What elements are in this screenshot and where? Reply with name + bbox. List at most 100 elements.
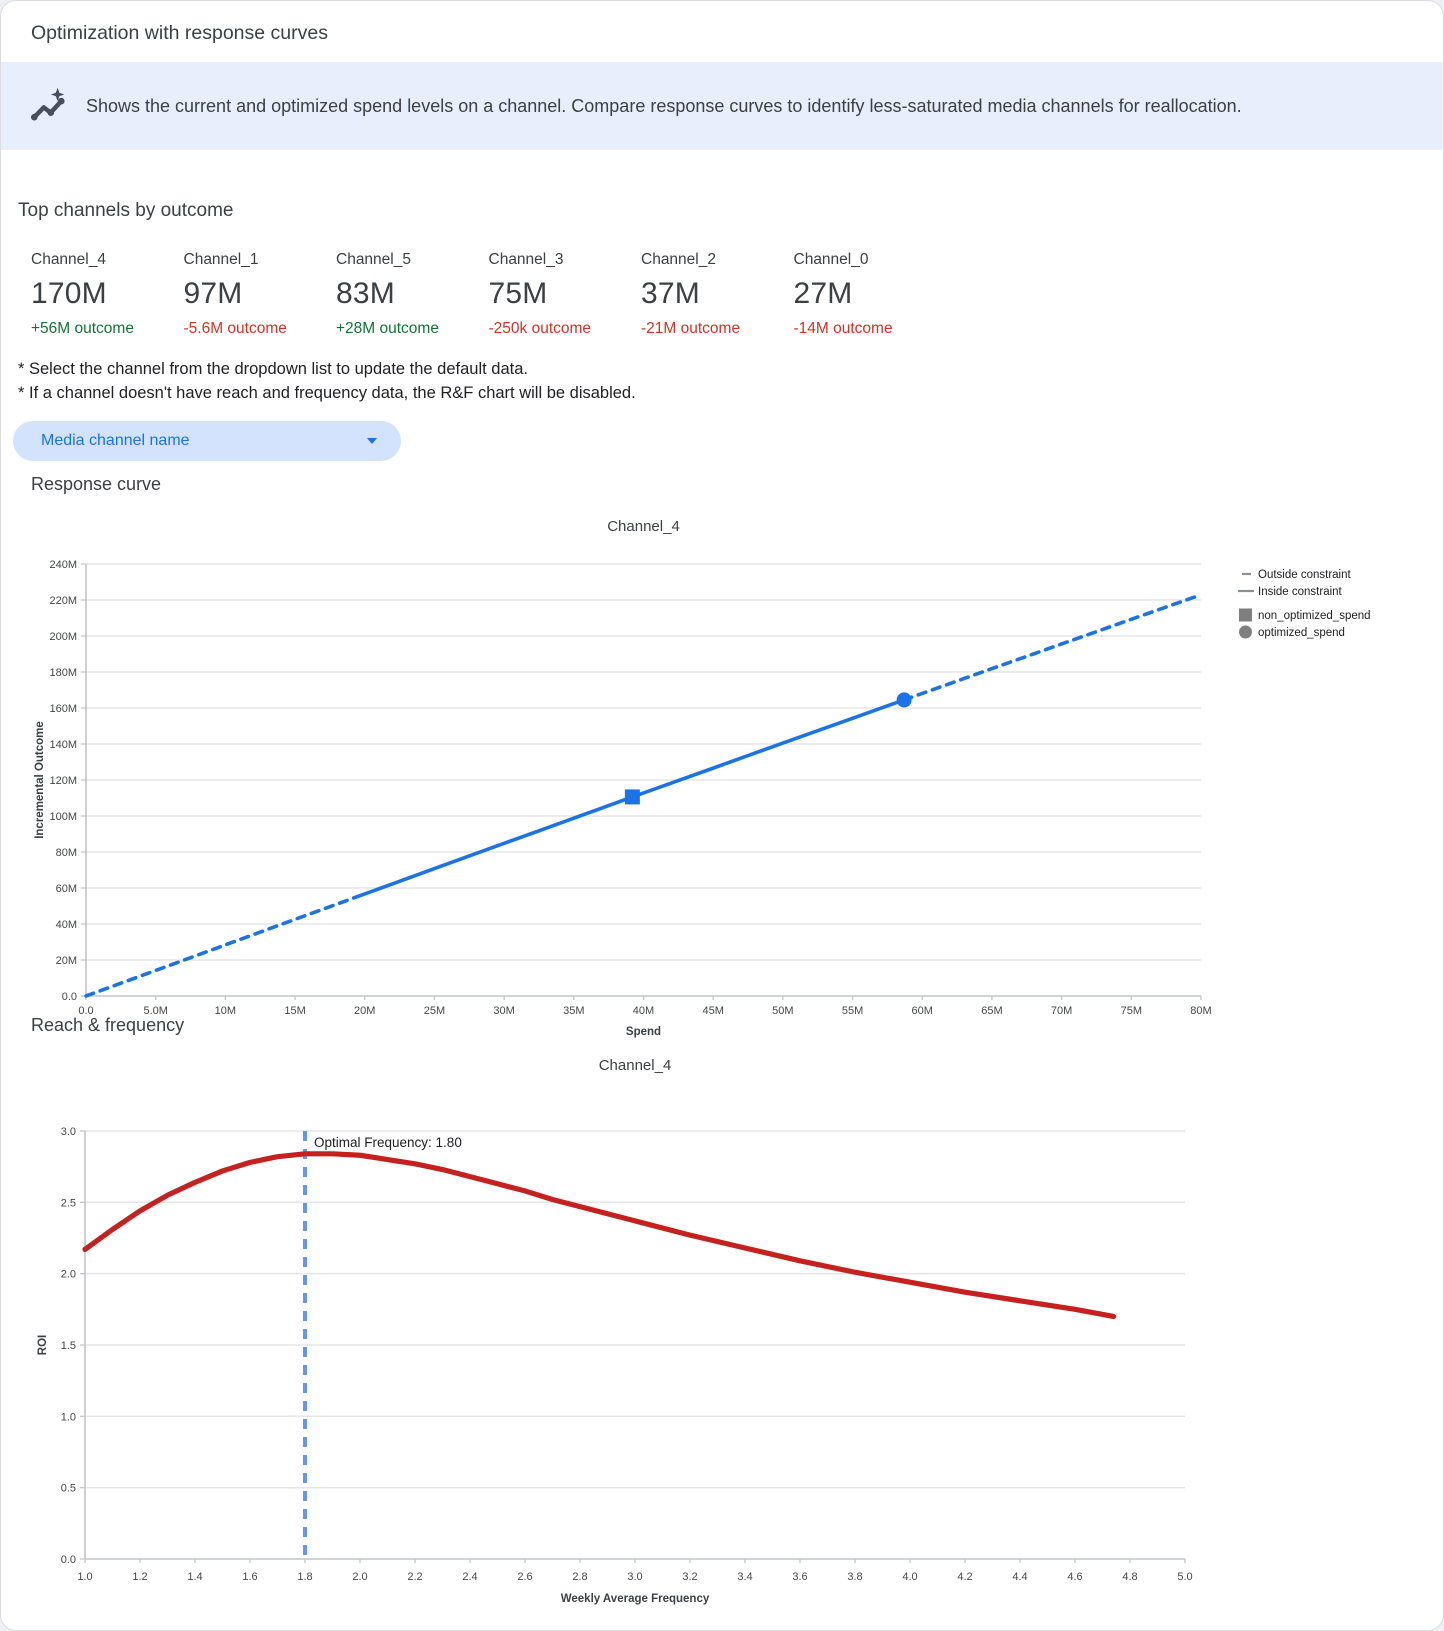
channel-outcome-delta: +28M outcome: [336, 320, 439, 337]
reach-frequency-chart: 1.0 1.2 1.4 1.6 1.8 2.0 2.2 2.4 2.6 2.8 3.0 3.2 3.4 3…: [37, 1057, 1193, 1605]
svg-text:1.6: 1.6: [242, 1571, 257, 1583]
gridlines: [86, 563, 1201, 961]
svg-text:100M: 100M: [49, 811, 77, 823]
gridlines: [85, 1130, 1185, 1489]
svg-text:160M: 160M: [49, 703, 77, 715]
svg-text:3.4: 3.4: [737, 1571, 752, 1583]
svg-text:4.6: 4.6: [1067, 1571, 1082, 1583]
svg-text:40M: 40M: [56, 919, 77, 931]
dropdown-caret-icon: [367, 438, 377, 444]
svg-text:2.2: 2.2: [407, 1571, 422, 1583]
svg-text:2.6: 2.6: [517, 1571, 532, 1583]
channel-name: Channel_4: [31, 251, 106, 268]
channel-name: Channel_3: [488, 251, 564, 268]
channel-outcome-delta: -21M outcome: [641, 320, 741, 337]
svg-text:2.4: 2.4: [462, 1571, 477, 1583]
page-title: Optimization with response curves: [31, 22, 328, 44]
channel-value: 27M: [793, 277, 853, 310]
axes: [81, 563, 1202, 1000]
svg-text:5.0: 5.0: [1177, 1571, 1192, 1583]
svg-text:3.2: 3.2: [682, 1571, 697, 1583]
series-outside-constraint-below-: [84, 894, 360, 998]
footnote-line: * Select the channel from the dropdown l…: [18, 360, 529, 378]
channel-value: 97M: [183, 277, 243, 310]
non_optimized_spend-marker: [624, 789, 640, 805]
svg-text:1.0: 1.0: [61, 1411, 76, 1423]
media-channel-dropdown-label: Media channel name: [41, 432, 190, 449]
svg-text:10M: 10M: [215, 1005, 236, 1017]
y-axis-label: Incremental Outcome: [34, 721, 46, 839]
optimized_spend-marker: [896, 692, 912, 708]
svg-text:4.4: 4.4: [1012, 1571, 1027, 1583]
svg-text:4.0: 4.0: [902, 1571, 917, 1583]
svg-text:2.8: 2.8: [572, 1571, 587, 1583]
response-curve-chart: 0.0 5.0M 10M 15M 20M 25M 30M 35M 40M 45M 50M 55M 60M…: [34, 518, 1371, 1038]
svg-text:4.8: 4.8: [1122, 1571, 1137, 1583]
legend-label: Outside constraint: [1258, 569, 1351, 581]
svg-text:3.8: 3.8: [847, 1571, 862, 1583]
channel-value: 37M: [641, 277, 700, 310]
channel-name: Channel_0: [793, 251, 869, 268]
svg-text:3.0: 3.0: [627, 1571, 642, 1583]
svg-text:2.0: 2.0: [61, 1269, 76, 1281]
svg-text:60M: 60M: [912, 1005, 933, 1017]
channel-card: Channel_1 97M -5.6M outcome: [184, 251, 337, 338]
chart-title: Channel_4: [607, 518, 680, 535]
legend-label: Inside constraint: [1258, 586, 1343, 598]
svg-text:30M: 30M: [493, 1005, 514, 1017]
svg-text:80M: 80M: [56, 847, 77, 859]
channel-card: Channel_3 75M -250k outcome: [489, 251, 642, 338]
svg-text:65M: 65M: [981, 1005, 1002, 1017]
channel-card: Channel_5 83M +28M outcome: [336, 251, 489, 338]
svg-text:2.5: 2.5: [61, 1197, 76, 1209]
svg-text:5.0M: 5.0M: [143, 1005, 167, 1017]
svg-text:40M: 40M: [633, 1005, 654, 1017]
svg-text:1.8: 1.8: [297, 1571, 312, 1583]
svg-text:50M: 50M: [772, 1005, 793, 1017]
svg-text:3.6: 3.6: [792, 1571, 807, 1583]
tick-labels: 0.0 5.0M 10M 15M 20M 25M 30M 35M 40M 45M 50M 55M 60M…: [49, 559, 1211, 1017]
svg-text:1.4: 1.4: [187, 1571, 202, 1583]
series-outside-constraint-above-: [902, 592, 1203, 702]
svg-text:70M: 70M: [1051, 1005, 1072, 1017]
svg-text:3.0: 3.0: [61, 1126, 76, 1138]
footnote-line: * If a channel doesn't have reach and fr…: [18, 384, 636, 402]
svg-text:2.0: 2.0: [352, 1571, 367, 1583]
svg-text:0.5: 0.5: [61, 1483, 76, 1495]
axes: [80, 1130, 1186, 1563]
channel-name: Channel_1: [183, 251, 259, 268]
legend-label: non_optimized_spend: [1258, 610, 1371, 622]
x-axis-label: Weekly Average Frequency: [561, 1593, 710, 1605]
channel-name: Channel_5: [336, 251, 411, 268]
top-channels-heading: Top channels by outcome: [18, 200, 234, 221]
svg-text:180M: 180M: [49, 667, 77, 679]
svg-text:15M: 15M: [284, 1005, 305, 1017]
svg-text:0.0: 0.0: [62, 991, 77, 1003]
svg-text:35M: 35M: [563, 1005, 584, 1017]
response-curve-heading: Response curve: [31, 474, 162, 494]
legend-label: optimized_spend: [1258, 627, 1345, 639]
banner-description: Shows the current and optimized spend le…: [86, 95, 1242, 116]
channel-value: 75M: [488, 277, 548, 310]
svg-text:25M: 25M: [424, 1005, 445, 1017]
svg-text:0.0: 0.0: [61, 1554, 76, 1566]
channel-card: Channel_2 37M -21M outcome: [641, 251, 794, 338]
channel-outcome-delta: -250k outcome: [488, 320, 592, 337]
channel-value: 170M: [31, 277, 107, 310]
media-channel-dropdown[interactable]: Media channel name: [13, 421, 401, 461]
svg-text:75M: 75M: [1121, 1005, 1142, 1017]
svg-text:140M: 140M: [49, 739, 77, 751]
channel-name: Channel_2: [641, 251, 716, 268]
svg-text:240M: 240M: [49, 559, 77, 571]
y-axis-label: ROI: [37, 1335, 49, 1355]
svg-text:4.2: 4.2: [957, 1571, 972, 1583]
channel-outcome-delta: -5.6M outcome: [183, 320, 287, 337]
svg-text:60M: 60M: [56, 883, 77, 895]
insights-sparkline-icon: [30, 87, 65, 121]
series-roi-by-frequency: [82, 1151, 1117, 1320]
svg-text:1.0: 1.0: [77, 1571, 92, 1583]
chart-title: Channel_4: [599, 1057, 672, 1074]
svg-text:200M: 200M: [49, 631, 77, 643]
info-banner: Shows the current and optimized spend le…: [1, 62, 1443, 150]
